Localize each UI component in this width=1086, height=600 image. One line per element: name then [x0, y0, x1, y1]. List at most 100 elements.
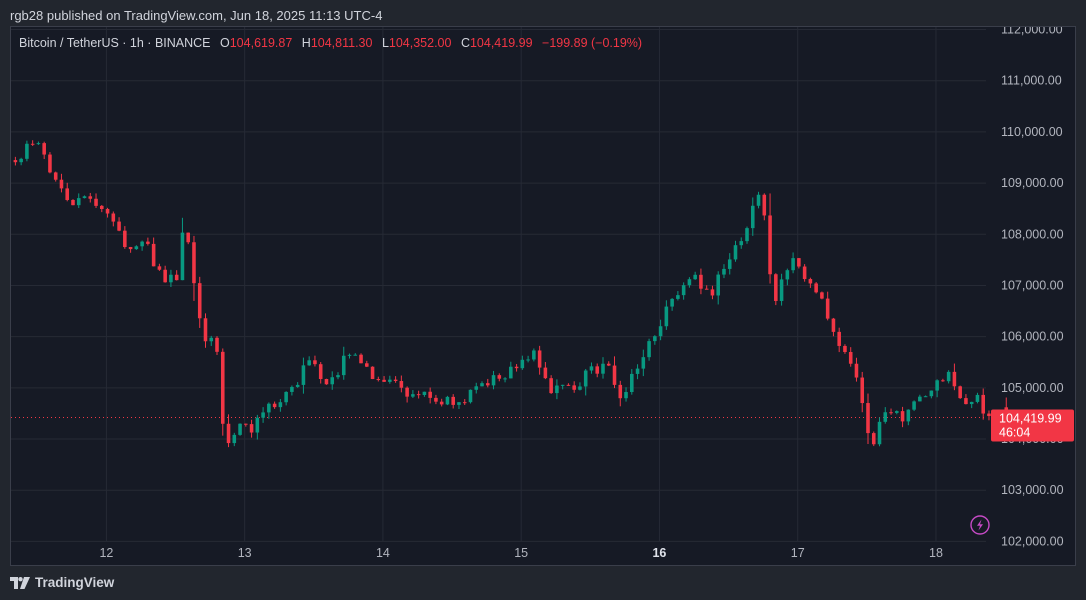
candle — [612, 356, 617, 389]
candle — [946, 370, 951, 384]
tradingview-logo-icon — [10, 576, 30, 589]
candle — [278, 398, 283, 412]
tradingview-brand[interactable]: TradingView — [10, 575, 114, 590]
candle — [353, 353, 358, 356]
candle — [768, 193, 772, 284]
candle — [906, 409, 911, 426]
candle — [491, 370, 496, 390]
current-price-tag: 104,419.99 46:04 — [991, 409, 1074, 442]
x-tick-label: 12 — [99, 546, 113, 560]
candle — [578, 382, 582, 391]
candle — [140, 240, 144, 251]
candle — [42, 141, 46, 160]
x-tick-label: 13 — [238, 546, 252, 560]
candle — [48, 152, 52, 174]
candle — [146, 237, 150, 246]
candle — [981, 388, 985, 420]
close-label: C — [460, 36, 470, 50]
candle — [497, 373, 502, 382]
candle — [566, 383, 571, 386]
candle — [295, 382, 300, 388]
candle — [555, 379, 559, 400]
candle — [244, 423, 248, 427]
candle — [526, 355, 530, 363]
y-tick-label: 103,000.00 — [1001, 483, 1064, 497]
y-tick-label: 108,000.00 — [1001, 227, 1064, 241]
candle — [606, 361, 611, 367]
y-tick-label: 106,000.00 — [1001, 330, 1064, 344]
candle — [53, 171, 58, 182]
candle — [416, 390, 421, 399]
open-label: O — [220, 36, 230, 50]
candle — [779, 273, 784, 306]
candle — [601, 357, 605, 379]
close-value: 104,419.99 — [469, 36, 533, 50]
candle — [854, 357, 859, 382]
brand-name: TradingView — [35, 575, 115, 590]
y-tick-label: 111,000.00 — [1001, 74, 1062, 88]
candle — [964, 394, 968, 405]
candle — [330, 371, 335, 390]
candle — [388, 375, 392, 384]
candle — [318, 362, 323, 384]
candle — [117, 217, 121, 232]
x-tick-label: 18 — [929, 546, 943, 560]
candle — [543, 362, 548, 380]
candle — [658, 319, 663, 341]
candle — [272, 401, 277, 409]
chart-panel[interactable]: 102,000.00103,000.00104,000.00105,000.00… — [10, 26, 1076, 566]
candle — [693, 271, 697, 280]
candle — [451, 394, 455, 409]
candle — [825, 291, 830, 321]
candle — [59, 173, 64, 193]
candle — [36, 141, 41, 145]
candle — [261, 407, 265, 423]
price-tag-background — [991, 409, 1074, 442]
candle — [641, 349, 646, 377]
candle — [238, 423, 242, 436]
publish-line: rgb28 published on TradingView.com, Jun … — [10, 8, 383, 23]
candle — [514, 364, 519, 372]
candle — [393, 376, 398, 383]
candle — [405, 386, 409, 403]
candle — [975, 392, 980, 404]
candle — [848, 347, 853, 367]
candle — [820, 291, 824, 300]
candle — [180, 217, 185, 281]
candle — [88, 192, 93, 203]
candle — [871, 431, 876, 447]
candle — [105, 207, 110, 218]
candle — [174, 270, 179, 281]
x-tick-label: 16 — [652, 546, 666, 560]
candle — [537, 345, 542, 375]
candle — [774, 273, 778, 306]
candle — [324, 378, 329, 385]
candle — [802, 264, 807, 282]
candle — [549, 375, 553, 394]
candle — [941, 378, 945, 382]
candle — [128, 246, 133, 253]
candle — [359, 353, 363, 364]
candle — [220, 348, 225, 436]
candle — [756, 191, 761, 209]
x-tick-label: 17 — [791, 546, 805, 560]
candle — [399, 375, 404, 393]
candle — [111, 211, 116, 227]
candle — [439, 398, 444, 407]
candle — [929, 390, 934, 399]
candle — [203, 313, 208, 348]
candle — [468, 389, 473, 404]
candle — [785, 268, 790, 286]
price-tag-countdown: 46:04 — [999, 426, 1030, 440]
lightning-bolt-icon[interactable] — [970, 515, 990, 535]
candle — [480, 381, 484, 387]
candle — [503, 377, 507, 383]
candle — [307, 356, 311, 366]
candle — [987, 410, 991, 421]
candle — [681, 282, 686, 300]
candle — [877, 417, 882, 447]
candle — [71, 199, 75, 206]
candlestick-chart[interactable]: 102,000.00103,000.00104,000.00105,000.00… — [11, 27, 1076, 566]
candle — [727, 253, 732, 275]
symbol-name[interactable]: Bitcoin / TetherUS · 1h · BINANCE — [19, 36, 211, 50]
